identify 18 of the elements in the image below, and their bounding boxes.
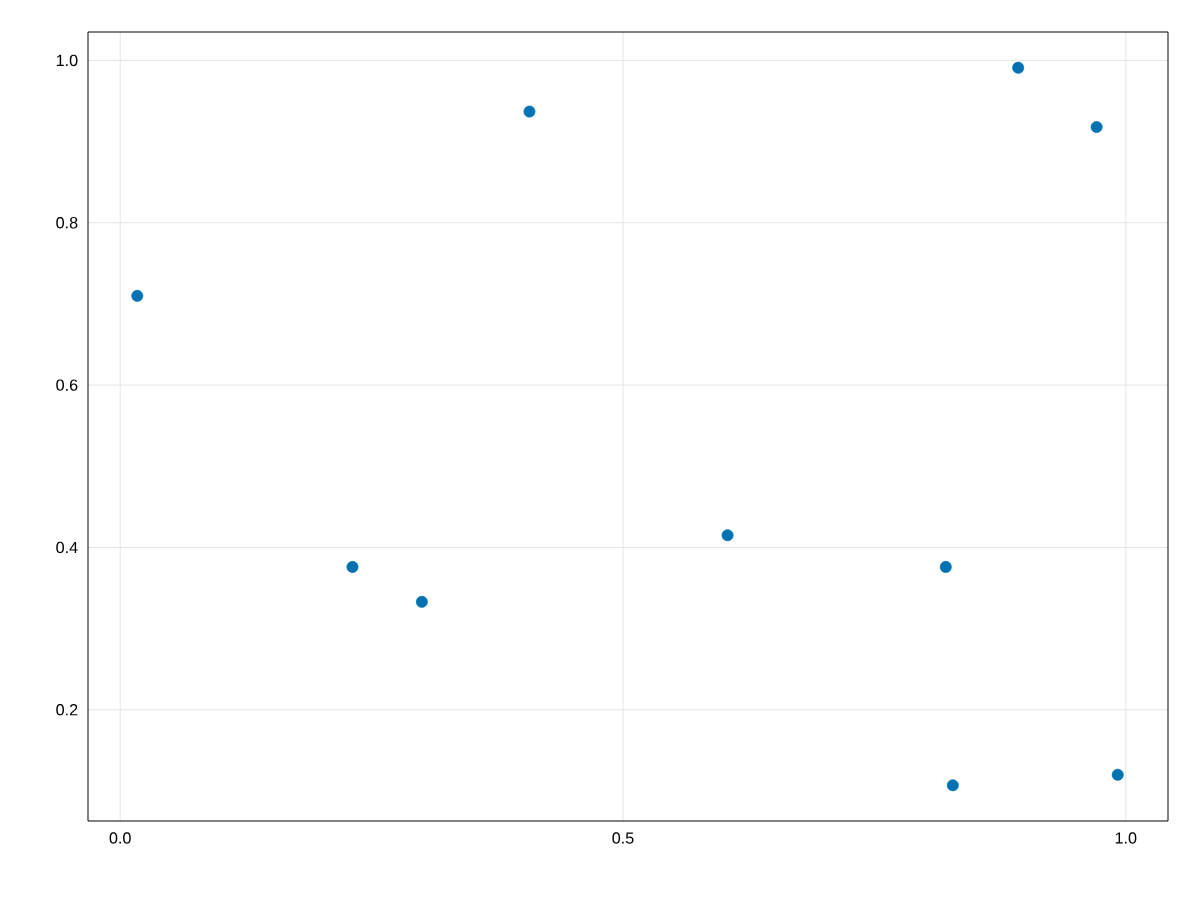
- y-tick-label: 1.0: [56, 54, 78, 67]
- point: [1111, 768, 1124, 781]
- y-tick-label: 0.2: [56, 704, 78, 716]
- point: [1012, 61, 1025, 74]
- y-tick-label: 0.4: [56, 541, 78, 554]
- point: [946, 779, 959, 792]
- point: [131, 289, 144, 302]
- point: [1090, 121, 1103, 133]
- point: [346, 560, 359, 573]
- x-tick-label: 1.0: [1115, 832, 1137, 844]
- point: [939, 560, 952, 573]
- point: [721, 529, 734, 542]
- x-tick-label: 0.5: [612, 832, 634, 844]
- y-tick-label: 0.8: [56, 217, 78, 229]
- point: [523, 105, 536, 118]
- point: [415, 595, 428, 608]
- x-tick-label: 0.0: [109, 832, 131, 844]
- y-tick-label: 0.6: [56, 379, 78, 391]
